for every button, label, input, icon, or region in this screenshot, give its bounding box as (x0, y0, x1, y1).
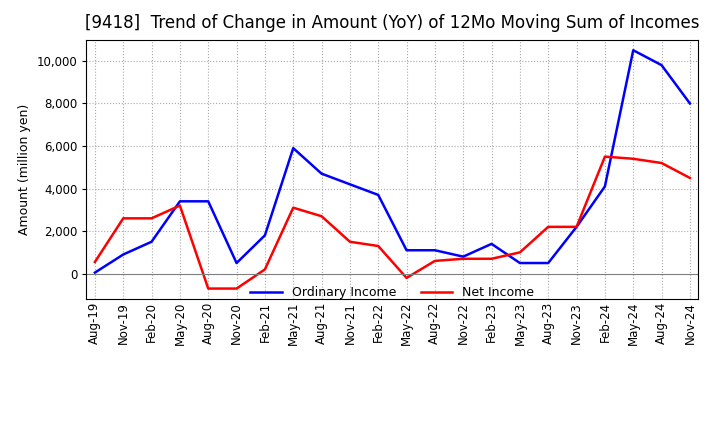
Ordinary Income (374, 192, 382, 198)
Net Income (318, 213, 326, 219)
Net Income (289, 205, 297, 210)
Legend: Ordinary Income, Net Income: Ordinary Income, Net Income (246, 282, 539, 304)
Net Income (176, 203, 184, 208)
Net Income (204, 286, 212, 291)
Ordinary Income (346, 182, 354, 187)
Net Income (657, 160, 666, 165)
Ordinary Income (261, 233, 269, 238)
Ordinary Income (600, 184, 609, 189)
Net Income (119, 216, 127, 221)
Ordinary Income (657, 62, 666, 68)
Ordinary Income (544, 260, 552, 266)
Net Income (261, 267, 269, 272)
Ordinary Income (176, 199, 184, 204)
Net Income (233, 286, 241, 291)
Ordinary Income (459, 254, 467, 259)
Y-axis label: Amount (million yen): Amount (million yen) (18, 104, 31, 235)
Net Income (91, 259, 99, 264)
Ordinary Income (233, 260, 241, 266)
Net Income (402, 275, 411, 281)
Ordinary Income (318, 171, 326, 176)
Title: [9418]  Trend of Change in Amount (YoY) of 12Mo Moving Sum of Incomes: [9418] Trend of Change in Amount (YoY) o… (85, 15, 700, 33)
Net Income (572, 224, 581, 230)
Net Income (346, 239, 354, 244)
Ordinary Income (148, 239, 156, 244)
Net Income (544, 224, 552, 230)
Ordinary Income (402, 248, 411, 253)
Ordinary Income (572, 224, 581, 230)
Line: Ordinary Income: Ordinary Income (95, 50, 690, 273)
Net Income (148, 216, 156, 221)
Line: Net Income: Net Income (95, 157, 690, 289)
Net Income (374, 243, 382, 249)
Ordinary Income (204, 199, 212, 204)
Ordinary Income (91, 270, 99, 275)
Net Income (459, 256, 467, 261)
Ordinary Income (516, 260, 524, 266)
Ordinary Income (289, 146, 297, 151)
Net Income (516, 250, 524, 255)
Net Income (487, 256, 496, 261)
Net Income (431, 258, 439, 264)
Net Income (600, 154, 609, 159)
Ordinary Income (685, 101, 694, 106)
Ordinary Income (431, 248, 439, 253)
Net Income (629, 156, 637, 161)
Net Income (685, 175, 694, 180)
Ordinary Income (629, 48, 637, 53)
Ordinary Income (119, 252, 127, 257)
Ordinary Income (487, 241, 496, 246)
